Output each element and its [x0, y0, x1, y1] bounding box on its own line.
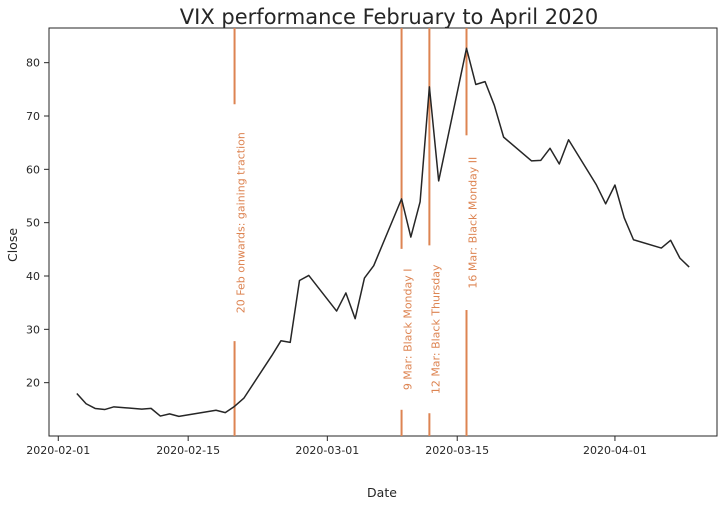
annotation-layer: 20 Feb onwards: gaining traction 9 Mar: B…: [233, 28, 480, 436]
y-tick-label: 80: [26, 57, 40, 70]
annotation-label: 12 Mar: Black Thursday: [429, 264, 442, 394]
x-tick-label: 2020-02-01: [26, 444, 90, 457]
y-tick-label: 70: [26, 110, 40, 123]
series-line: [76, 47, 690, 418]
y-tick-label: 40: [26, 270, 40, 283]
x-tick-label: 2020-02-15: [156, 444, 220, 457]
annotation-label: 20 Feb onwards: gaining traction: [235, 132, 248, 313]
x-tick-label: 2020-03-15: [425, 444, 489, 457]
x-tick-label: 2020-04-01: [583, 444, 647, 457]
y-tick-label: 50: [26, 217, 40, 230]
y-tick-label: 30: [26, 323, 40, 336]
y-axis-label: Close: [5, 228, 20, 262]
x-tick-label: 2020-03-01: [295, 444, 359, 457]
x-axis: 2020-02-01 2020-02-15 2020-03-01 2020-03-15…: [26, 436, 647, 457]
annotation-label: 9 Mar: Black Monday I: [402, 268, 415, 390]
y-axis: 20 30 40 50 60 70 80: [26, 57, 49, 390]
x-axis-label: Date: [367, 485, 397, 500]
y-tick-label: 60: [26, 163, 40, 176]
plot-frame: [48, 27, 718, 437]
chart-title: VIX performance February to April 2020: [180, 5, 598, 29]
series-layer: [76, 47, 690, 418]
y-tick-label: 20: [26, 377, 40, 390]
annotation-label: 16 Mar: Black Monday II: [467, 157, 480, 289]
